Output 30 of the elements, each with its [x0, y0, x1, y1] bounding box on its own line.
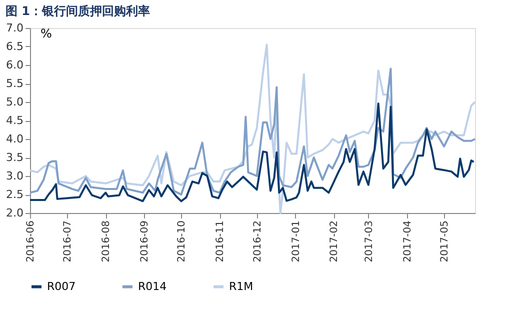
- chart-title: 图 1：银行间质押回购利率: [6, 4, 150, 18]
- x-tick-label: 2016-08: [101, 220, 112, 262]
- y-tick-label: 3.5: [6, 151, 24, 164]
- y-tick-label: 6.0: [6, 58, 24, 72]
- x-tick-label: 2017-03: [364, 220, 375, 262]
- y-tick-label: 4.5: [6, 114, 24, 127]
- x-tick-label: 2016-12: [252, 220, 264, 262]
- x-tick-label: 2016-11: [215, 220, 226, 262]
- x-tick-label: 2016-09: [140, 220, 151, 262]
- legend-label: R1M: [229, 280, 254, 293]
- y-tick-label: 6.5: [6, 40, 24, 53]
- y-tick-label: 7.0: [6, 22, 24, 34]
- y-tick-label: 5.0: [6, 96, 24, 108]
- x-tick-label: 2016-07: [62, 220, 74, 262]
- line-series: [29, 68, 476, 196]
- x-tick-label: 2016-10: [176, 220, 188, 262]
- legend-label: R007: [47, 280, 76, 293]
- y-tick-label: 5.5: [6, 77, 24, 90]
- line-series: [29, 102, 475, 202]
- y-tick-label: 4.0: [6, 132, 24, 146]
- y-tick-label: 2.0: [6, 206, 24, 220]
- y-tick-label: 2.5: [6, 188, 24, 201]
- y-tick-label: 3.0: [6, 170, 24, 182]
- x-tick-label: 2017-02: [329, 220, 340, 262]
- x-tick-label: 2017-01: [290, 220, 302, 262]
- y-axis-title: %: [40, 26, 52, 40]
- legend-label: R014: [138, 280, 167, 293]
- x-tick-label: 2017-05: [440, 220, 451, 262]
- x-tick-label: 2017-04: [402, 220, 414, 262]
- x-tick-label: 2016-06: [26, 220, 36, 262]
